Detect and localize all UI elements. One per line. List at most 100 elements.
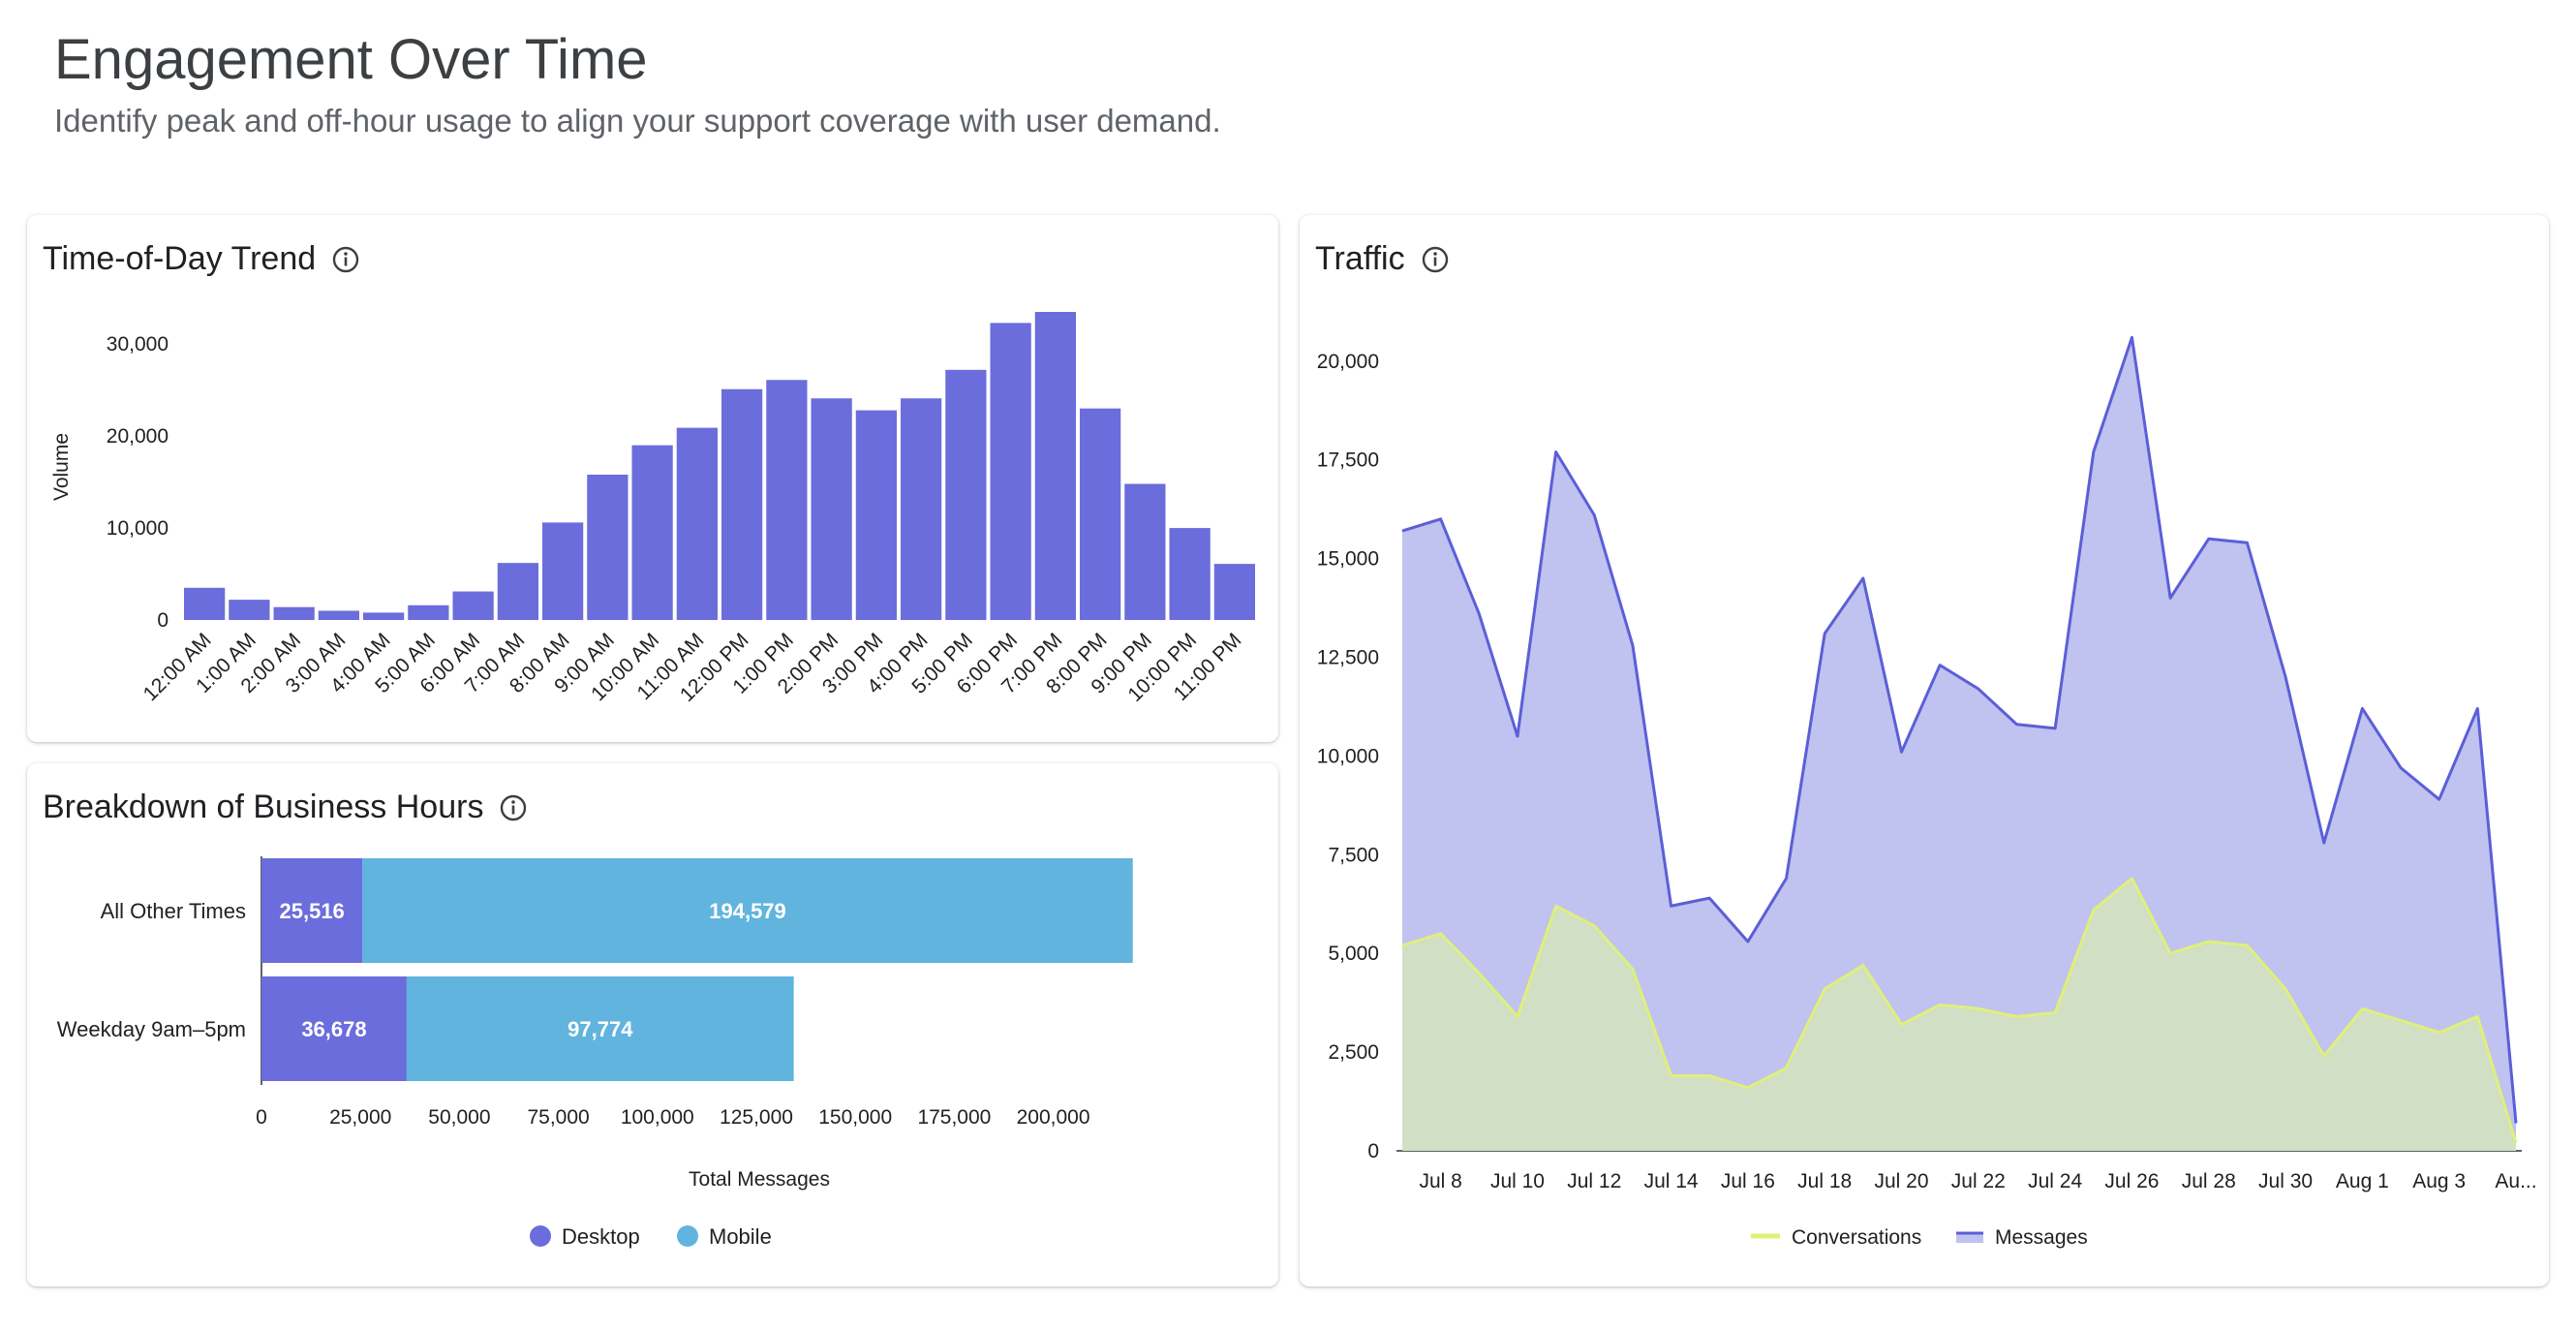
y-tick-label: 10,000 bbox=[107, 517, 169, 540]
bar-segment bbox=[261, 858, 363, 963]
y-tick-label: 2,500 bbox=[1328, 1041, 1379, 1064]
y-tick-label: 0 bbox=[1367, 1140, 1379, 1162]
legend-label: Messages bbox=[1995, 1226, 2088, 1249]
bar bbox=[945, 369, 987, 620]
y-tick-label: 15,000 bbox=[1317, 548, 1379, 571]
x-tick-label: Au... bbox=[2495, 1170, 2536, 1192]
traffic-chart: 0 2,500 5,000 7,500 10,000 12,500 15,000 17,500… bbox=[1317, 335, 2537, 1249]
x-tick-label: Jul 12 bbox=[1567, 1170, 1621, 1192]
page-subtitle: Identify peak and off-hour usage to alig… bbox=[54, 103, 1221, 139]
bar bbox=[1080, 408, 1121, 620]
x-tick-label: 125,000 bbox=[720, 1106, 793, 1129]
x-tick-label: Jul 20 bbox=[1874, 1170, 1928, 1192]
x-tick-label: Jul 22 bbox=[1951, 1170, 2006, 1192]
y-axis-label: Volume bbox=[50, 433, 73, 501]
y-tick-label: 20,000 bbox=[1317, 351, 1379, 373]
x-tick-label: 200,000 bbox=[1017, 1106, 1090, 1129]
info-icon[interactable] bbox=[331, 245, 360, 274]
x-tick-label: Jul 14 bbox=[1644, 1170, 1699, 1192]
x-tick-label: Jul 8 bbox=[1419, 1170, 1461, 1192]
bar-segment bbox=[362, 858, 1133, 963]
legend-label: Conversations bbox=[1792, 1226, 1921, 1249]
traffic-card: Traffic 0 2,500 5,000 7,500 10,000 12,500 15,0… bbox=[1300, 215, 2549, 1286]
bar bbox=[990, 323, 1031, 620]
row-label: Weekday 9am–5pm bbox=[57, 1017, 246, 1041]
x-tick-label: 100,000 bbox=[621, 1106, 694, 1129]
traffic-title: Traffic bbox=[1315, 240, 1405, 277]
x-tick-label: Jul 28 bbox=[2182, 1170, 2236, 1192]
bar bbox=[631, 445, 673, 620]
x-tick-label: Jul 18 bbox=[1797, 1170, 1852, 1192]
x-tick-label: Jul 24 bbox=[2028, 1170, 2082, 1192]
info-icon[interactable] bbox=[499, 793, 528, 822]
x-tick-label: Jul 26 bbox=[2104, 1170, 2159, 1192]
y-tick-label: 0 bbox=[157, 609, 169, 632]
x-tick-label: 0 bbox=[256, 1106, 267, 1129]
x-tick-label: Jul 30 bbox=[2258, 1170, 2313, 1192]
bar-segment bbox=[406, 976, 794, 1081]
bar bbox=[229, 600, 270, 620]
bar bbox=[452, 591, 494, 620]
y-tick-label: 12,500 bbox=[1317, 646, 1379, 668]
x-tick-label: 175,000 bbox=[917, 1106, 991, 1129]
y-tick-label: 5,000 bbox=[1328, 943, 1379, 965]
bar bbox=[766, 380, 808, 620]
x-tick-label: Aug 3 bbox=[2412, 1170, 2466, 1192]
x-tick-label: 75,000 bbox=[527, 1106, 589, 1129]
bar bbox=[811, 398, 852, 620]
legend-marker bbox=[530, 1225, 551, 1247]
bar bbox=[901, 398, 942, 620]
x-tick-label: Jul 16 bbox=[1721, 1170, 1775, 1192]
data-label: 97,774 bbox=[567, 1017, 633, 1041]
bar bbox=[1124, 483, 1166, 620]
x-axis-label: Total Messages bbox=[689, 1168, 830, 1191]
business-hours-card: Breakdown of Business Hours All Other Ti… bbox=[27, 763, 1278, 1286]
bar bbox=[1169, 528, 1211, 620]
y-tick-label: 7,500 bbox=[1328, 844, 1379, 866]
business-hours-chart: All Other Times 25,516 194,579 Weekday 9am–… bbox=[57, 856, 1133, 1249]
time-of-day-title: Time-of-Day Trend bbox=[43, 240, 317, 277]
bar bbox=[855, 410, 897, 620]
bar bbox=[1034, 312, 1076, 620]
card-header: Time-of-Day Trend bbox=[43, 240, 360, 278]
legend-marker bbox=[1956, 1233, 1983, 1243]
bar bbox=[497, 563, 538, 620]
y-tick-label: 10,000 bbox=[1317, 745, 1379, 767]
row-label: All Other Times bbox=[101, 899, 246, 923]
y-tick-label: 30,000 bbox=[107, 333, 169, 356]
y-tick-label: 17,500 bbox=[1317, 449, 1379, 472]
card-header: Traffic bbox=[1315, 240, 1450, 278]
legend-marker bbox=[677, 1225, 698, 1247]
bar bbox=[676, 427, 718, 620]
x-tick-label: 50,000 bbox=[428, 1106, 490, 1129]
x-tick-label: Jul 10 bbox=[1490, 1170, 1545, 1192]
x-tick-label: 150,000 bbox=[818, 1106, 892, 1129]
bar bbox=[184, 587, 226, 620]
time-of-day-card: Time-of-Day Trend 0 10,000 20,000 30,000 Vol… bbox=[27, 215, 1278, 742]
bar bbox=[542, 522, 584, 620]
x-tick-label: Aug 1 bbox=[2336, 1170, 2389, 1192]
business-hours-title: Breakdown of Business Hours bbox=[43, 789, 484, 825]
bar bbox=[587, 475, 629, 620]
bar bbox=[408, 604, 449, 620]
bar bbox=[1213, 564, 1255, 620]
conversations-line bbox=[1401, 877, 2518, 1144]
page-title: Engagement Over Time bbox=[54, 28, 648, 91]
data-label: 194,579 bbox=[709, 899, 786, 923]
bar bbox=[721, 388, 763, 620]
bar bbox=[363, 612, 405, 620]
data-label: 25,516 bbox=[280, 899, 345, 923]
card-header: Breakdown of Business Hours bbox=[43, 789, 528, 826]
bar bbox=[273, 606, 315, 620]
x-tick-label: 25,000 bbox=[329, 1106, 391, 1129]
data-label: 36,678 bbox=[301, 1017, 366, 1041]
messages-line bbox=[1401, 335, 2518, 1124]
bar bbox=[318, 610, 359, 620]
legend-label: Desktop bbox=[562, 1224, 640, 1249]
info-icon[interactable] bbox=[1421, 245, 1450, 274]
conversations-area bbox=[1402, 878, 2516, 1151]
bar-segment bbox=[261, 976, 407, 1081]
y-tick-label: 20,000 bbox=[107, 425, 169, 448]
legend-label: Mobile bbox=[709, 1224, 772, 1249]
